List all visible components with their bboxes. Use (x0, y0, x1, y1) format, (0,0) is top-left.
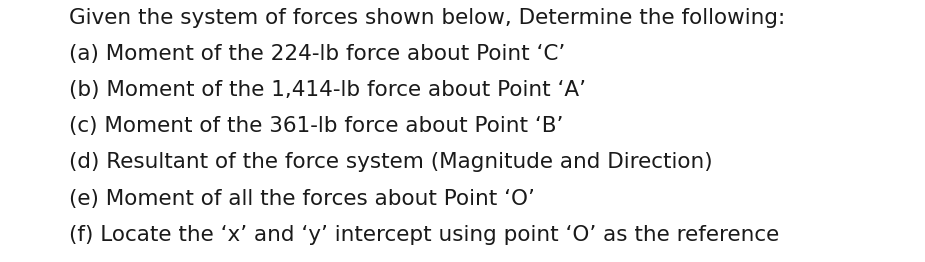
Text: (c) Moment of the 361-lb force about Point ‘B’: (c) Moment of the 361-lb force about Poi… (69, 116, 563, 136)
Text: (d) Resultant of the force system (Magnitude and Direction): (d) Resultant of the force system (Magni… (69, 152, 713, 172)
Text: (e) Moment of all the forces about Point ‘O’: (e) Moment of all the forces about Point… (69, 189, 536, 209)
Text: (a) Moment of the 224-lb force about Point ‘C’: (a) Moment of the 224-lb force about Poi… (69, 44, 565, 64)
Text: Given the system of forces shown below, Determine the following:: Given the system of forces shown below, … (69, 8, 785, 28)
Text: (b) Moment of the 1,414-lb force about Point ‘A’: (b) Moment of the 1,414-lb force about P… (69, 80, 586, 100)
Text: (f) Locate the ‘x’ and ‘y’ intercept using point ‘O’ as the reference: (f) Locate the ‘x’ and ‘y’ intercept usi… (69, 225, 780, 245)
